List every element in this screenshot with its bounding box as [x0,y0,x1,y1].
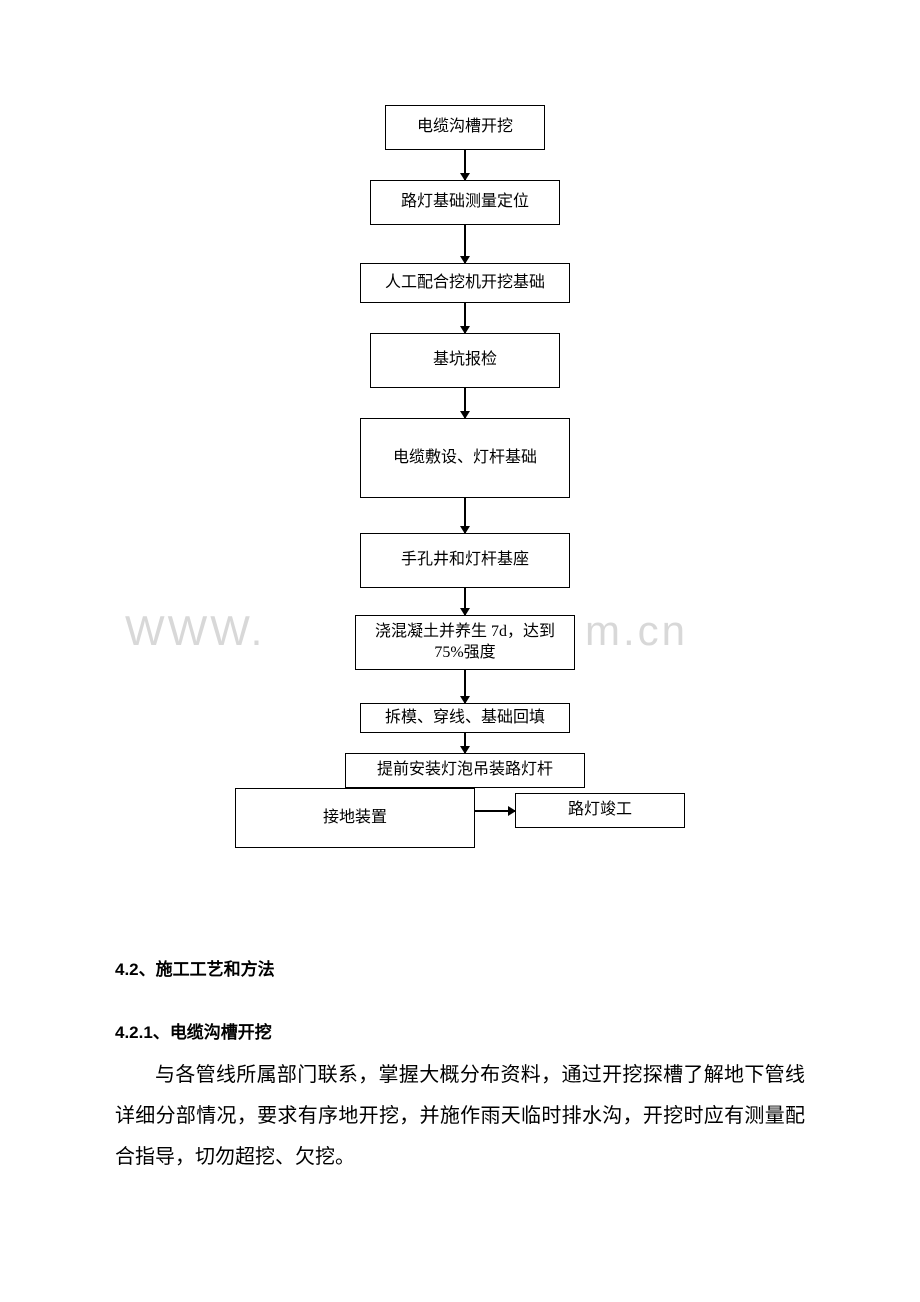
flowchart-node-grounding: 接地装置 [235,788,475,848]
arrow-icon [464,733,466,753]
arrow-icon [464,670,466,703]
flowchart-node: 浇混凝土并养生 7d，达到 75%强度 [355,615,575,670]
arrow-icon [464,388,466,418]
arrow-icon [464,303,466,333]
flowchart-node: 路灯基础测量定位 [370,180,560,225]
flowchart-node: 人工配合挖机开挖基础 [360,263,570,303]
flowchart-node: 基坑报检 [370,333,560,388]
document-page: WWW. m.cn 电缆沟槽开挖 路灯基础测量定位 人工配合挖机开挖基础 基坑报… [0,0,920,1178]
section-heading-4-2-1: 4.2.1、电缆沟槽开挖 [115,1018,805,1043]
arrow-icon [475,810,515,812]
flowchart-node: 手孔井和灯杆基座 [360,533,570,588]
section-body-4-2-1: 与各管线所属部门联系，掌握大概分布资料，通过开挖探槽了解地下管线详细分部情况，要… [115,1055,805,1178]
section-number: 4.2、 [115,960,156,979]
flowchart-node: 拆模、穿线、基础回填 [360,703,570,733]
section-title: 电缆沟槽开挖 [170,1023,272,1042]
process-flowchart: WWW. m.cn 电缆沟槽开挖 路灯基础测量定位 人工配合挖机开挖基础 基坑报… [235,105,685,865]
flowchart-node: 电缆敷设、灯杆基础 [360,418,570,498]
arrow-icon [464,225,466,263]
flowchart-node: 提前安装灯泡吊装路灯杆 [345,753,585,788]
flowchart-node-completion: 路灯竣工 [515,793,685,828]
section-title: 施工工艺和方法 [156,960,275,979]
section-number: 4.2.1、 [115,1023,170,1042]
arrow-icon [464,588,466,615]
flowchart-node: 电缆沟槽开挖 [385,105,545,150]
arrow-icon [464,150,466,180]
section-heading-4-2: 4.2、施工工艺和方法 [115,955,805,980]
arrow-icon [464,498,466,533]
